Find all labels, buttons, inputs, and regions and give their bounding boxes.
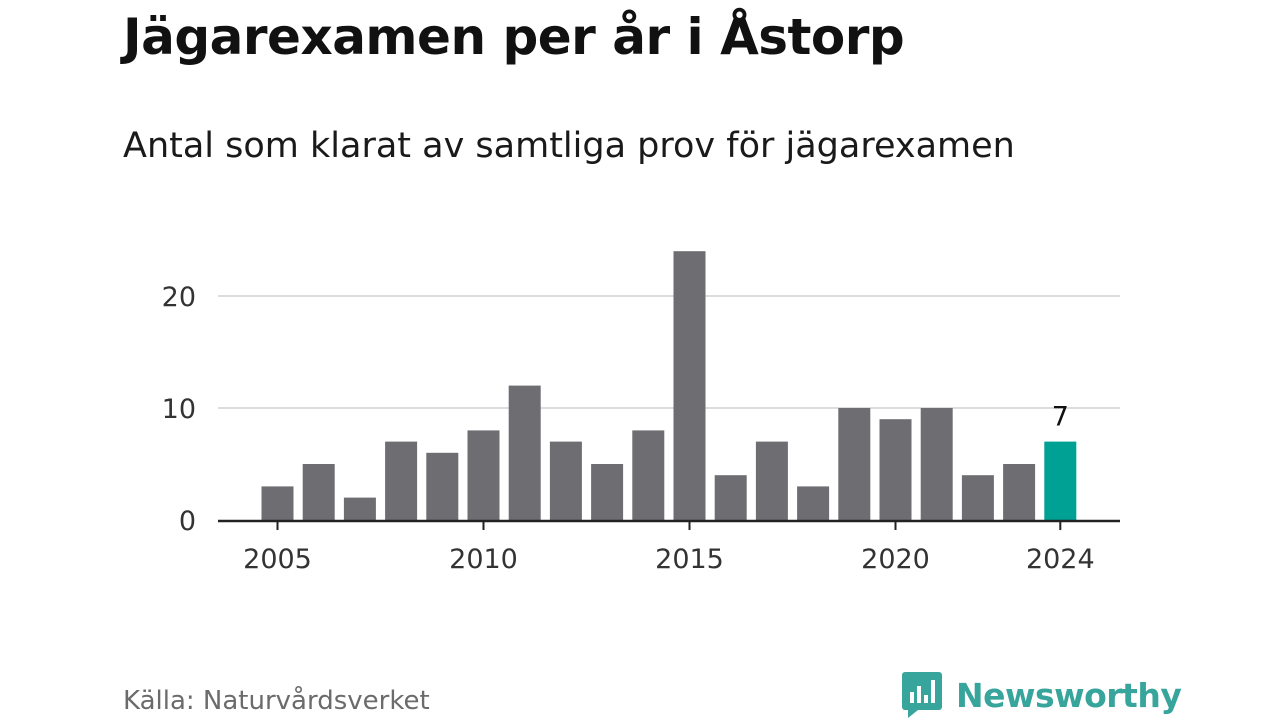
bar-2020 — [879, 419, 912, 520]
bar-chart: 0 10 20 2005 2010 2015 2020 2024 7 — [162, 251, 1120, 575]
chart-subtitle: Antal som klarat av samtliga prov för jä… — [123, 126, 1015, 166]
bar-2011 — [508, 385, 541, 520]
x-tick-label: 2015 — [655, 544, 724, 575]
y-tick-labels: 0 10 20 — [162, 282, 196, 537]
bar-2012 — [549, 441, 582, 520]
x-tick-label: 2010 — [449, 544, 518, 575]
bars — [261, 251, 1077, 520]
x-tick-label: 2024 — [1026, 544, 1095, 575]
bar-2024 — [1044, 441, 1077, 520]
bar-2007 — [343, 497, 376, 520]
chart-title: Jägarexamen per år i Åstorp — [123, 8, 905, 66]
source-note: Källa: Naturvårdsverket — [123, 686, 430, 716]
brand: Newsworthy — [902, 670, 1182, 720]
y-tick-label: 10 — [162, 394, 196, 425]
bar-2018 — [797, 486, 830, 520]
bar-2022 — [961, 475, 994, 520]
bar-2023 — [1003, 464, 1036, 520]
data-labels: 7 — [1052, 402, 1069, 433]
bar-2013 — [591, 464, 624, 520]
bar-2008 — [385, 441, 418, 520]
bar-2009 — [426, 452, 459, 520]
bar-2017 — [755, 441, 788, 520]
bar-2021 — [920, 408, 953, 520]
y-tick-label: 0 — [179, 506, 196, 537]
x-axis — [218, 519, 1120, 530]
newsworthy-logo-icon — [902, 672, 942, 718]
bar-2006 — [302, 464, 335, 520]
y-tick-label: 20 — [162, 282, 196, 313]
bar-2019 — [838, 408, 871, 520]
bar-2005 — [261, 486, 294, 520]
brand-name: Newsworthy — [956, 675, 1182, 715]
x-tick-label: 2020 — [861, 544, 930, 575]
bar-2014 — [632, 430, 665, 520]
x-tick-label: 2005 — [243, 544, 312, 575]
bar-2016 — [714, 475, 747, 520]
x-tick-labels: 2005 2010 2015 2020 2024 — [243, 544, 1095, 575]
gridlines — [218, 295, 1120, 409]
bar-2010 — [467, 430, 500, 520]
bar-2015 — [673, 251, 706, 520]
data-label-2024: 7 — [1052, 402, 1069, 433]
